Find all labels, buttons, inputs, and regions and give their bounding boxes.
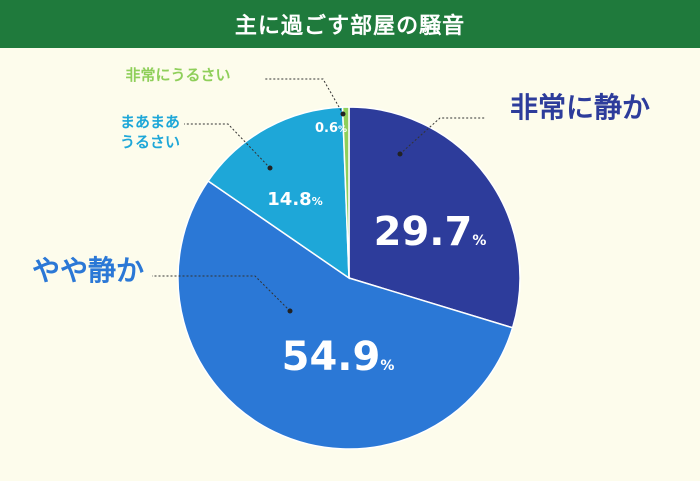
value-number: 54.9 bbox=[282, 334, 381, 380]
value-label-3: 14.8% bbox=[267, 189, 322, 210]
category-label-line: やや静か bbox=[32, 254, 144, 287]
leader-line-3 bbox=[184, 123, 271, 169]
leader-line-2 bbox=[152, 275, 291, 312]
value-unit: % bbox=[380, 358, 394, 374]
leader-dot-1 bbox=[397, 151, 403, 157]
chart-title: 主に過ごす部屋の騒音 bbox=[234, 14, 466, 39]
pie-slice-2 bbox=[177, 179, 514, 450]
value-label-1: 29.7% bbox=[374, 209, 487, 255]
leader-dot-3 bbox=[267, 165, 273, 171]
value-unit: % bbox=[312, 195, 323, 208]
category-label-3: まあまあうるさい bbox=[120, 113, 180, 151]
value-unit: % bbox=[472, 233, 486, 249]
value-number: 29.7 bbox=[374, 209, 473, 255]
value-number: 0.6 bbox=[315, 121, 338, 136]
category-label-line: まあまあ bbox=[120, 113, 180, 131]
category-label-4: 非常にうるさい bbox=[125, 66, 230, 84]
pie-slice-3 bbox=[207, 106, 350, 280]
leader-dot-2 bbox=[287, 308, 293, 314]
category-label-1: 非常に静か bbox=[510, 91, 650, 124]
pie-slice-1 bbox=[348, 106, 521, 329]
category-label-2: やや静か bbox=[32, 254, 144, 287]
leader-dot-4 bbox=[340, 111, 346, 117]
value-label-4: 0.6% bbox=[315, 121, 347, 136]
leader-line-4 bbox=[264, 78, 344, 115]
category-label-line: 非常にうるさい bbox=[125, 66, 230, 84]
leader-line-1 bbox=[399, 117, 486, 155]
value-number: 14.8 bbox=[267, 189, 311, 210]
chart-header: 主に過ごす部屋の騒音 bbox=[0, 0, 700, 48]
category-label-line: うるさい bbox=[120, 133, 180, 151]
value-label-2: 54.9% bbox=[282, 334, 395, 380]
value-unit: % bbox=[338, 125, 347, 135]
pie-slice-4 bbox=[341, 106, 350, 279]
category-label-line: 非常に静か bbox=[510, 91, 650, 124]
